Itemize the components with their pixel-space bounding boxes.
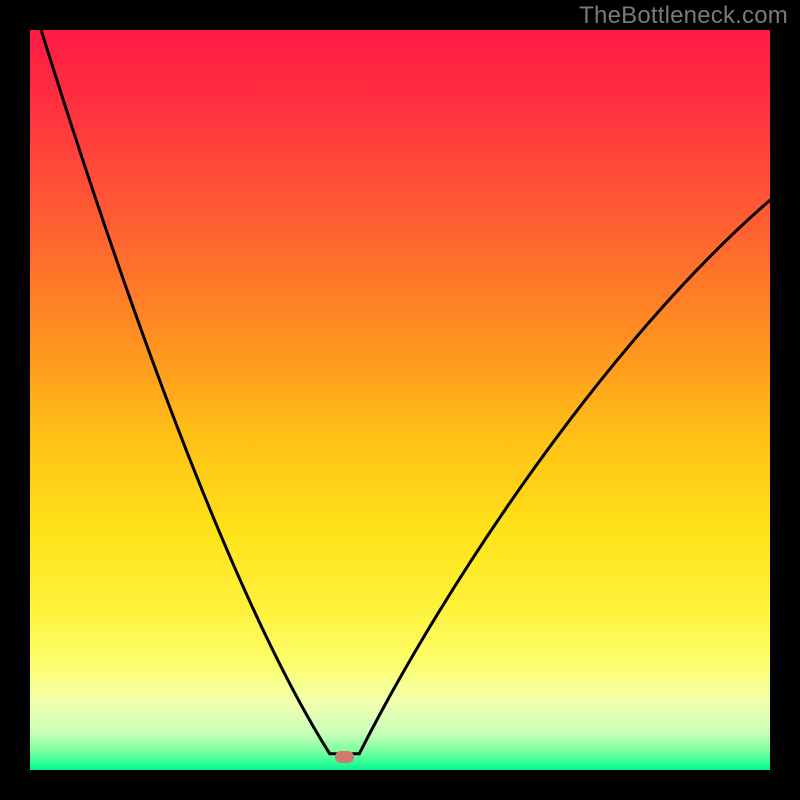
watermark-text: TheBottleneck.com: [579, 2, 788, 30]
plot-area: [30, 30, 770, 770]
optimal-marker: [335, 751, 354, 763]
bottleneck-curve: [30, 30, 770, 770]
curve-path: [41, 30, 770, 754]
chart-frame: TheBottleneck.com: [0, 0, 800, 800]
